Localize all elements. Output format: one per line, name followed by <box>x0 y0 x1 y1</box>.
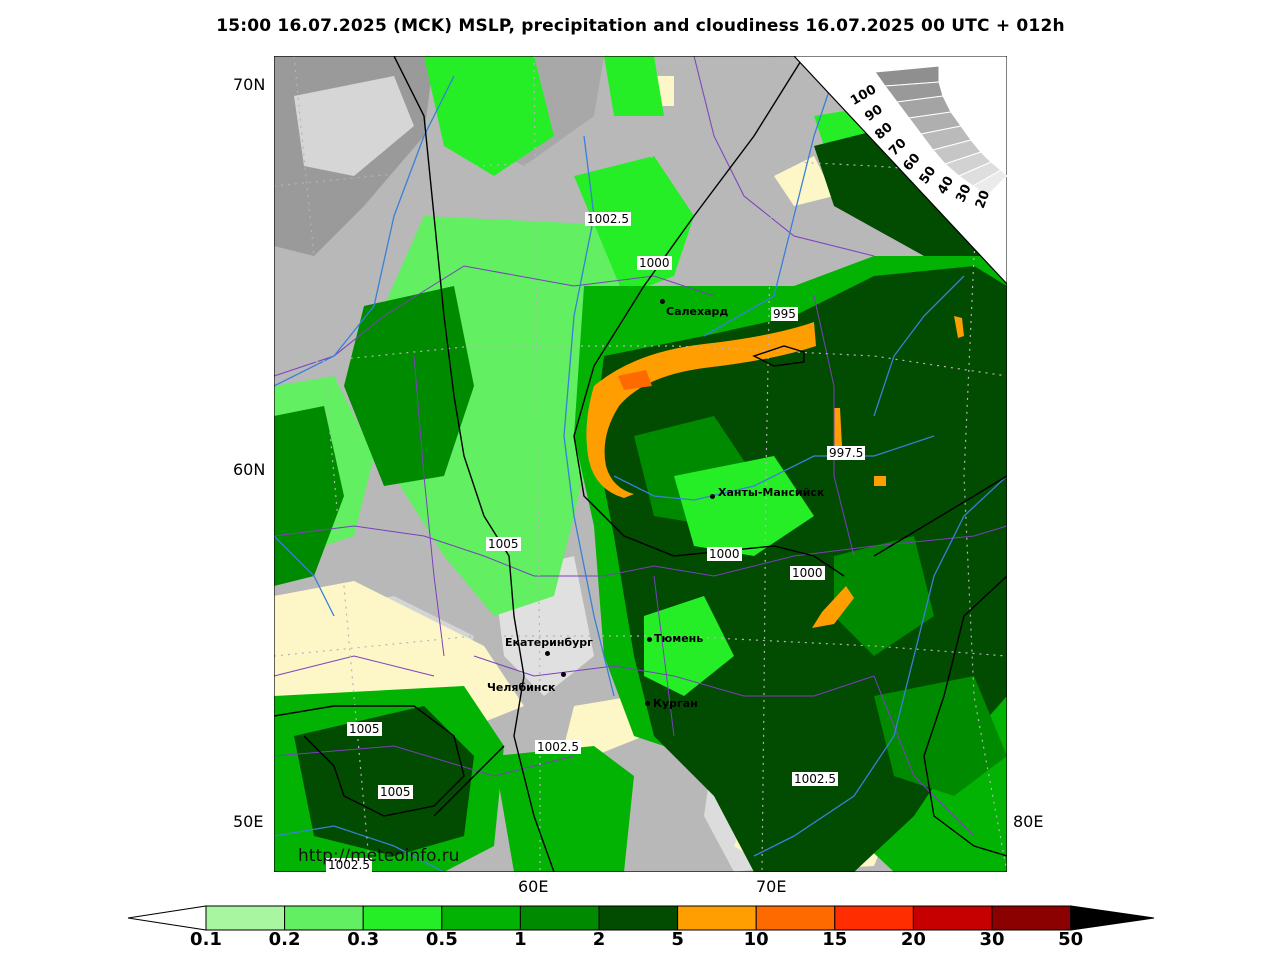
isobars <box>274 56 1007 872</box>
colorbar-segment <box>755 905 836 931</box>
city-dot <box>561 672 566 677</box>
city-dot <box>660 299 665 304</box>
isobar-label: 995 <box>771 307 798 321</box>
isobar-label: 1002.5 <box>326 858 372 872</box>
lat-label-70n: 70N <box>233 75 266 94</box>
isobar-label: 997.5 <box>827 446 866 460</box>
isobar-label: 1005 <box>347 722 382 736</box>
colorbar-segment <box>834 905 914 931</box>
lon-label-70e: 70E <box>756 877 787 896</box>
lon-label-80e: 80E <box>1013 812 1044 831</box>
city-label: Челябинск <box>487 681 556 694</box>
colorbar-segment <box>284 905 364 931</box>
admin-borders <box>274 56 1007 837</box>
precip-orange <box>586 316 964 628</box>
watermark: http://meteoinfo.ru <box>298 846 460 866</box>
isobar-label: 1005 <box>378 785 413 799</box>
city-label: Тюмень <box>654 632 704 645</box>
city-label: Курган <box>653 697 698 710</box>
colorbar-tick-label: 1 <box>514 929 527 950</box>
cloudiness-scale <box>874 65 1007 197</box>
colorbar-above-triangle <box>1070 905 1155 931</box>
colorbar-tick-label: 5 <box>671 929 684 950</box>
map-title: 15:00 16.07.2025 (MCK) MSLP, precipitati… <box>216 16 1065 36</box>
colorbar-svg <box>127 905 1155 931</box>
weather-map: 1002.5 1000 995 997.5 1005 1000 1000 100… <box>274 56 1007 872</box>
isobar-label: 1002.5 <box>535 740 581 754</box>
isobar-label: 1000 <box>790 566 825 580</box>
graticule <box>274 56 1007 872</box>
city-label: Ханты-Мансийск <box>718 486 825 499</box>
colorbar-tick-label: 2 <box>592 929 606 950</box>
lon-label-50e: 50E <box>233 812 264 831</box>
isobar-label: 1002.5 <box>792 772 838 786</box>
city-label: Салехард <box>666 305 729 318</box>
colorbar-tick-label: 0.5 <box>425 929 458 950</box>
city-dot <box>710 494 715 499</box>
colorbar-tick-label: 0.3 <box>347 929 380 950</box>
colorbar-segment <box>205 905 286 931</box>
colorbar-tick-label: 20 <box>900 929 926 950</box>
isobar-label: 1002.5 <box>585 212 631 226</box>
colorbar-tick-label: 10 <box>743 929 769 950</box>
isobar-label: 1000 <box>637 256 672 270</box>
colorbar-tick-label: 0.2 <box>268 929 301 950</box>
rivers <box>274 75 1007 872</box>
lon-label-60e: 60E <box>518 877 549 896</box>
colorbar-segment <box>598 905 679 931</box>
colorbar-tick-label: 30 <box>979 929 1005 950</box>
precipitation-colorbar <box>126 904 1156 960</box>
colorbar-tick-label: 50 <box>1058 929 1084 950</box>
colorbar-segment <box>677 905 757 931</box>
colorbar-tick-label: 15 <box>822 929 848 950</box>
isobar-label: 1000 <box>707 547 742 561</box>
colorbar-segment <box>519 905 600 931</box>
colorbar-segment <box>441 905 521 931</box>
city-dot <box>545 651 550 656</box>
colorbar-segment <box>362 905 443 931</box>
colorbar-segment <box>912 905 993 931</box>
colorbar-segment <box>991 905 1072 931</box>
city-dot <box>647 637 652 642</box>
colorbar-below-triangle <box>127 905 207 931</box>
city-dot <box>645 701 650 706</box>
isobar-label: 1005 <box>486 537 521 551</box>
city-label: Екатеринбург <box>505 636 593 649</box>
lat-label-60n: 60N <box>233 460 266 479</box>
colorbar-tick-label: 0.1 <box>190 929 222 950</box>
